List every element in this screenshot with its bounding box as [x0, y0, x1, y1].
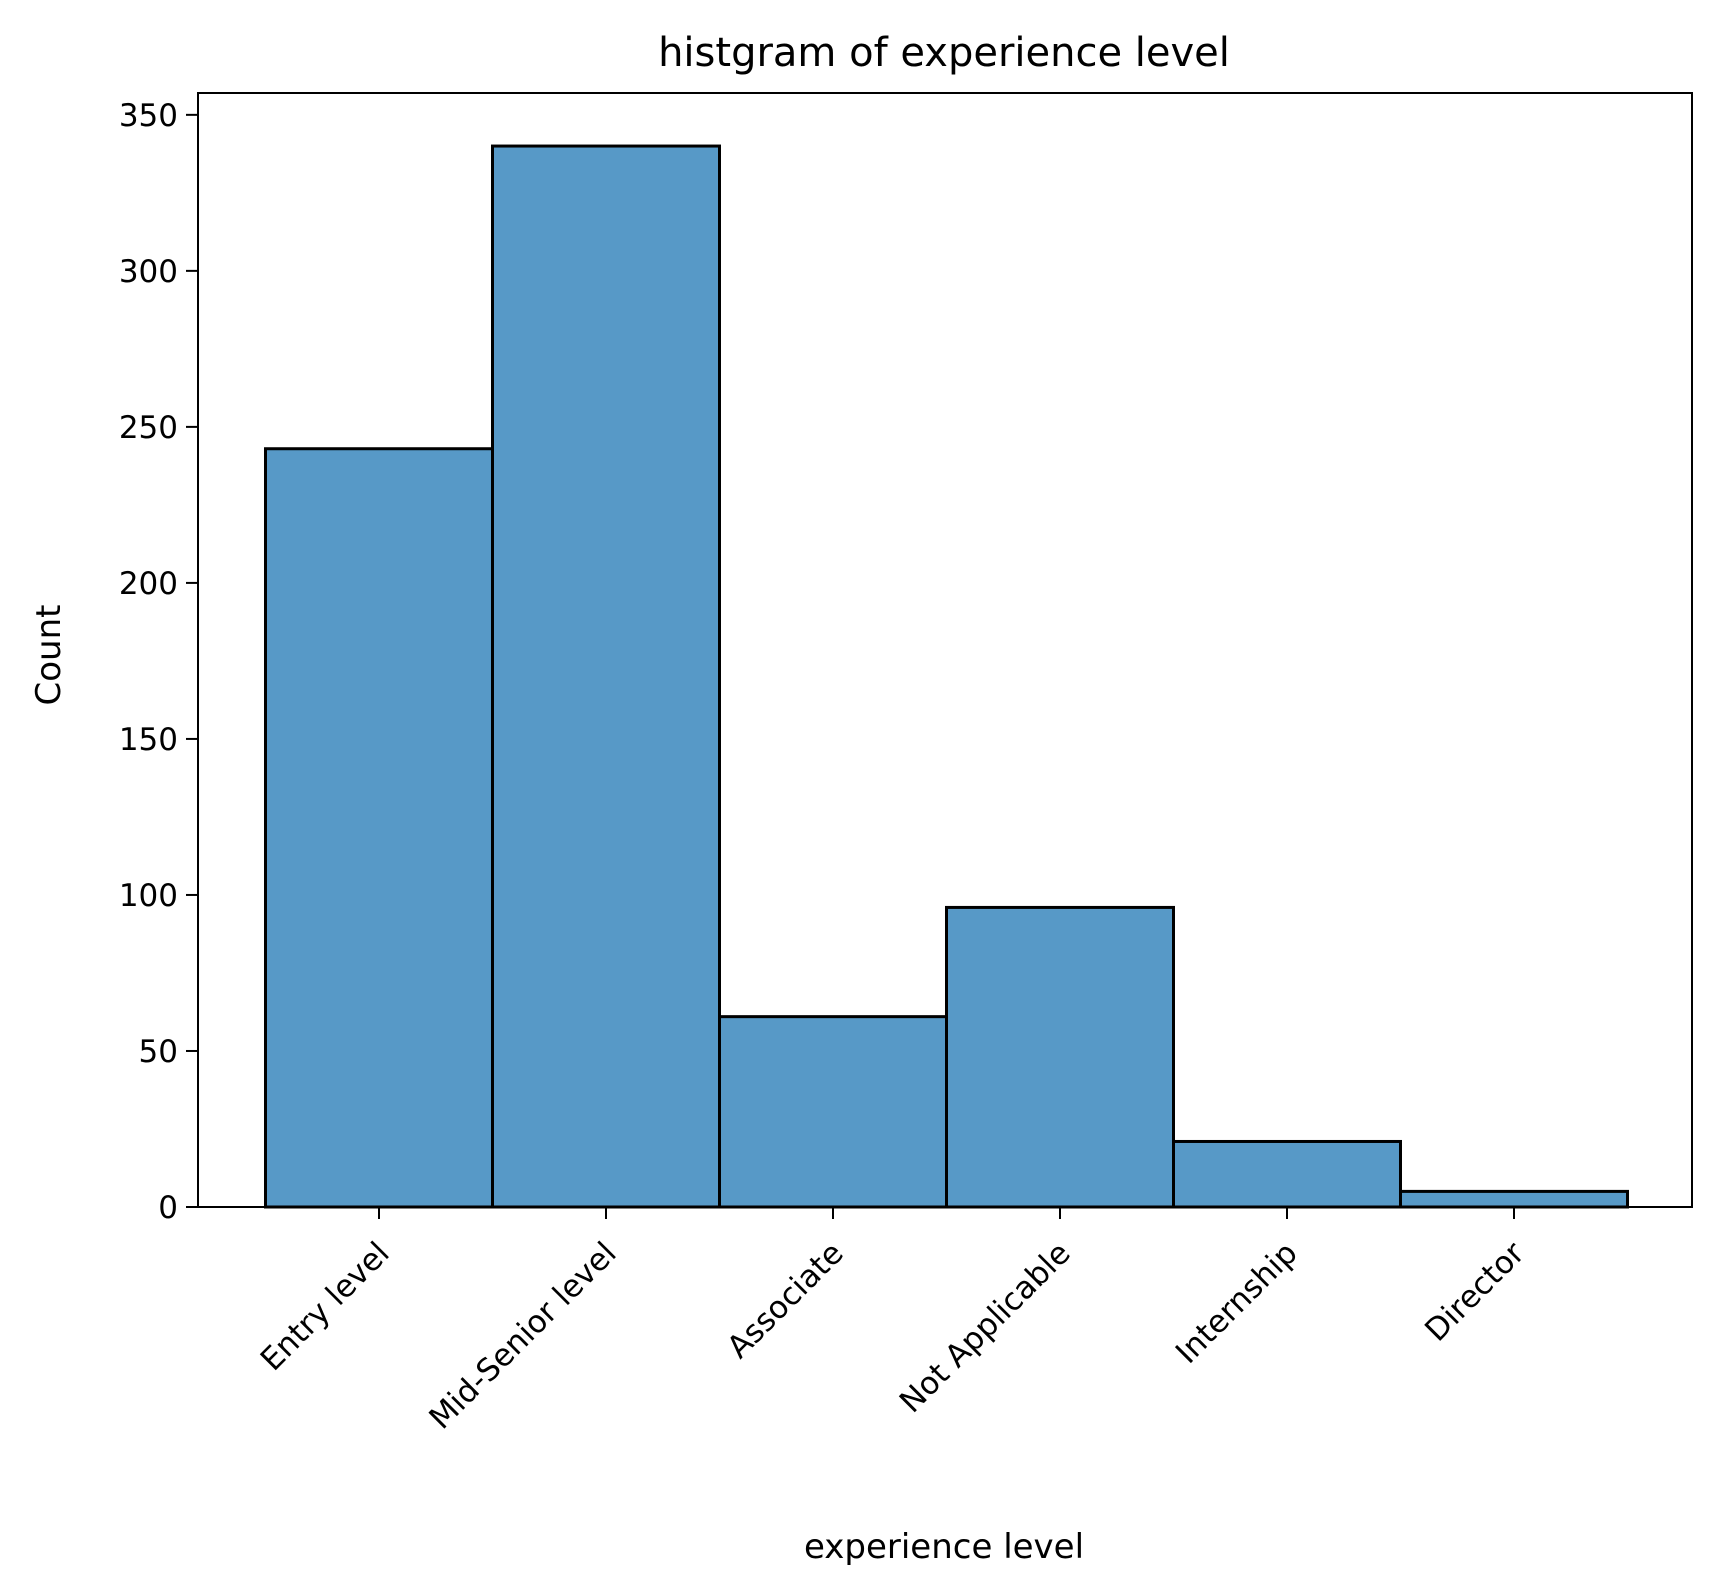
y-tick-label: 200 [119, 566, 178, 602]
bar-entry-level [264, 447, 494, 1209]
bar-internship [1172, 1139, 1402, 1209]
y-axis-label: Count [29, 605, 69, 706]
bar-director [1399, 1189, 1629, 1209]
bar-not-applicable [945, 905, 1175, 1209]
bars-group [264, 144, 1629, 1209]
y-tick-label: 150 [119, 722, 178, 758]
chart-title: histgram of experience level [658, 30, 1230, 76]
y-tick-label: 100 [119, 878, 178, 914]
axes-frame [197, 92, 1693, 1208]
bar-associate [718, 1015, 948, 1209]
y-tick-label: 250 [119, 410, 178, 446]
y-axis-ticks: 0 50 100 150 200 250 300 350 [119, 98, 198, 1226]
y-tick-label: 0 [158, 1190, 178, 1226]
y-tick-label: 50 [139, 1034, 178, 1070]
x-axis-label: experience level [804, 1527, 1084, 1567]
bar-mid-senior-level [491, 144, 721, 1209]
y-tick-label: 300 [119, 254, 178, 290]
y-tick-label: 350 [119, 98, 178, 134]
